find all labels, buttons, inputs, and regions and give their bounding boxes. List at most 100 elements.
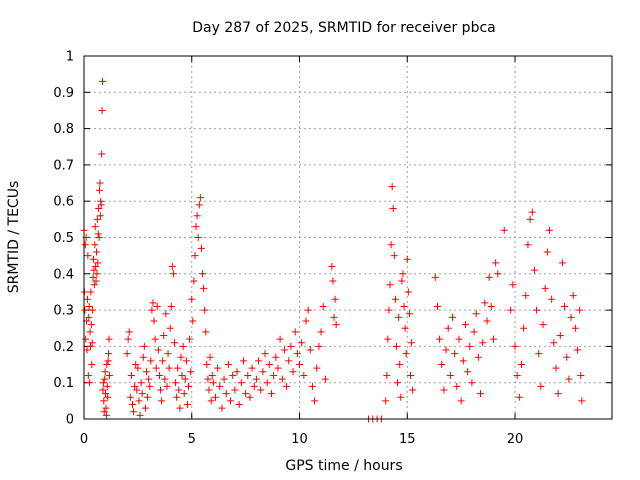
data-point — [321, 375, 329, 383]
data-point — [404, 288, 412, 296]
data-point — [220, 375, 228, 383]
data-point — [257, 386, 265, 394]
data-point — [539, 321, 547, 329]
data-point — [224, 361, 232, 369]
data-point — [331, 295, 339, 303]
data-point — [319, 302, 327, 310]
data-point — [385, 306, 393, 314]
data-point — [94, 230, 102, 238]
data-point — [400, 302, 408, 310]
data-point — [302, 317, 310, 325]
data-point — [136, 411, 144, 419]
data-point — [483, 317, 491, 325]
data-point — [576, 306, 584, 314]
data-point — [464, 368, 472, 376]
data-point — [84, 371, 92, 379]
data-point — [89, 255, 97, 263]
data-point — [298, 339, 306, 347]
data-point — [98, 150, 106, 158]
y-tick-label: 0.5 — [53, 231, 74, 246]
data-point — [135, 397, 143, 405]
data-point — [242, 390, 250, 398]
data-point — [195, 201, 203, 209]
data-point — [388, 183, 396, 191]
data-point — [105, 350, 113, 358]
data-point — [137, 379, 145, 387]
data-point — [255, 357, 263, 365]
data-point — [101, 375, 109, 383]
data-point — [93, 215, 101, 223]
data-point — [153, 302, 161, 310]
data-point — [162, 310, 170, 318]
data-point — [192, 223, 200, 231]
data-point — [90, 266, 98, 274]
data-point — [507, 306, 515, 314]
data-point — [84, 252, 92, 260]
data-point — [163, 382, 171, 390]
data-point — [387, 241, 395, 249]
data-point — [276, 335, 284, 343]
data-point — [457, 397, 465, 405]
data-point — [541, 284, 549, 292]
data-point — [216, 382, 224, 390]
data-point — [287, 342, 295, 350]
data-point — [431, 273, 439, 281]
data-point — [126, 393, 134, 401]
data-point — [81, 241, 89, 249]
data-point — [315, 342, 323, 350]
x-tick-label: 0 — [80, 432, 88, 447]
data-point — [293, 350, 301, 358]
data-point — [481, 299, 489, 307]
data-point — [250, 382, 258, 390]
data-point — [164, 350, 172, 358]
data-point — [90, 281, 98, 289]
data-point — [227, 397, 235, 405]
data-point — [548, 295, 556, 303]
data-point — [239, 357, 247, 365]
data-point — [83, 295, 91, 303]
data-point — [328, 263, 336, 271]
data-point — [202, 328, 210, 336]
data-point — [398, 277, 406, 285]
data-point — [174, 364, 182, 372]
data-point — [193, 212, 201, 220]
data-point — [466, 342, 474, 350]
data-point — [455, 335, 463, 343]
data-point — [154, 346, 162, 354]
data-point — [86, 342, 94, 350]
data-point — [574, 346, 582, 354]
data-point — [267, 390, 275, 398]
data-point — [141, 404, 149, 412]
data-point — [285, 357, 293, 365]
data-point — [166, 324, 174, 332]
data-point — [140, 342, 148, 350]
data-point — [533, 306, 541, 314]
data-point — [96, 186, 104, 194]
data-point — [194, 234, 202, 241]
y-tick-label: 1 — [66, 50, 74, 65]
data-point — [171, 339, 179, 347]
data-point — [459, 357, 467, 365]
data-point — [291, 328, 299, 336]
data-point — [515, 393, 523, 401]
data-point — [511, 342, 519, 350]
data-point — [546, 226, 554, 234]
data-point — [259, 368, 267, 376]
data-point — [389, 204, 397, 212]
data-point — [304, 306, 312, 314]
data-point — [528, 208, 536, 216]
data-point — [104, 357, 112, 365]
data-point — [438, 361, 446, 369]
data-point — [92, 248, 100, 256]
data-point — [92, 277, 100, 285]
data-point — [280, 346, 288, 354]
data-point — [571, 324, 579, 332]
data-point — [92, 263, 100, 271]
data-point — [100, 397, 108, 405]
data-point — [152, 364, 160, 372]
data-point — [263, 379, 271, 387]
data-point — [500, 226, 508, 234]
data-point — [88, 339, 96, 347]
data-point — [149, 299, 157, 307]
